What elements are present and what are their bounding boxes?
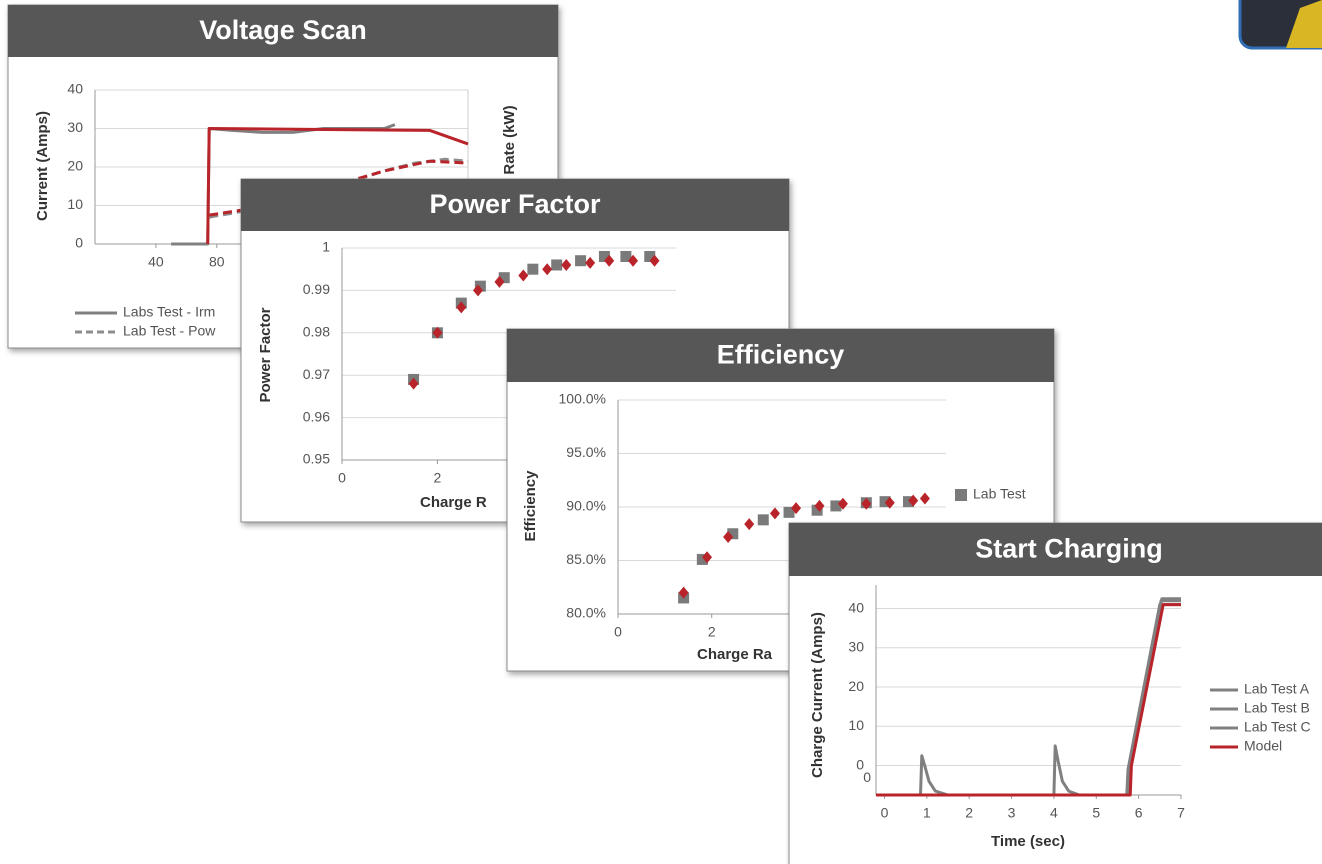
legend-label: Lab Test B (1244, 700, 1310, 716)
y2-axis-label: Rate (kW) (501, 105, 518, 174)
x-tick-label: 3 (1008, 805, 1016, 821)
y-tick-label: 90.0% (566, 498, 606, 514)
x-tick-label: 1 (923, 805, 931, 821)
y2-tick-label: 0 (863, 769, 871, 785)
y-tick-label: 0.99 (303, 281, 330, 297)
y-tick-label: 95.0% (566, 444, 606, 460)
y-tick-label: 40 (67, 81, 83, 97)
x-tick-label: 5 (1092, 805, 1100, 821)
y-tick-label: 0.95 (303, 451, 330, 467)
point (758, 514, 769, 525)
y-tick-label: 85.0% (566, 551, 606, 567)
y-tick-label: 1 (322, 239, 330, 255)
x-tick-label: 4 (1050, 805, 1058, 821)
legend-label: Model (1244, 738, 1282, 754)
x-tick-label: 0 (881, 805, 889, 821)
y-tick-label: 10 (67, 196, 83, 212)
x-axis-label: Charge Ra (697, 646, 773, 663)
x-tick-label: 0 (614, 624, 622, 640)
y-tick-label: 20 (848, 678, 864, 694)
legend-label: Labs Test - Irm (123, 304, 215, 320)
chart-title: Efficiency (717, 340, 845, 370)
point (575, 255, 586, 266)
y-tick-label: 0.98 (303, 324, 330, 340)
y-tick-label: 10 (848, 717, 864, 733)
y-axis-label: Power Factor (257, 307, 274, 402)
y-tick-label: 100.0% (559, 391, 606, 407)
x-axis-label: Time (sec) (991, 833, 1065, 850)
x-tick-label: 2 (434, 470, 442, 486)
y-tick-label: 20 (67, 158, 83, 174)
x-tick-label: 6 (1135, 805, 1143, 821)
chart-title: Power Factor (429, 189, 601, 219)
y-axis-label: Efficiency (522, 470, 539, 542)
point (551, 259, 562, 270)
y-tick-label: 0 (75, 235, 83, 251)
legend-label: Lab Test - Pow (123, 323, 216, 339)
x-tick-label: 0 (338, 470, 346, 486)
x-tick-label: 40 (148, 254, 164, 270)
legend-label: Lab Test A (1244, 681, 1310, 697)
x-tick-label: 7 (1177, 805, 1185, 821)
y-tick-label: 0.97 (303, 366, 330, 382)
chart-title: Start Charging (975, 534, 1163, 564)
legend-label: Lab Test C (1244, 719, 1311, 735)
y-tick-label: 30 (848, 639, 864, 655)
y-tick-label: 30 (67, 119, 83, 135)
x-tick-label: 2 (708, 624, 716, 640)
y-axis-label: Current (Amps) (34, 111, 51, 221)
y-axis-label: Charge Current (Amps) (809, 612, 826, 778)
y-tick-label: 0.96 (303, 408, 330, 424)
y-tick-label: 80.0% (566, 605, 606, 621)
x-axis-label: Charge R (420, 494, 487, 511)
chart-title: Voltage Scan (199, 15, 367, 45)
stage: Voltage Scan0102030404080Current (Amps)R… (0, 0, 1322, 864)
page: {"chart_data": [ {"type": "line", "title… (0, 0, 1322, 864)
legend-label: Lab Test (973, 486, 1026, 502)
point (527, 264, 538, 275)
x-tick-label: 80 (209, 254, 225, 270)
legend-swatch (955, 489, 967, 501)
x-tick-label: 2 (965, 805, 973, 821)
thumbnail (1240, 0, 1322, 48)
y-tick-label: 40 (848, 599, 864, 615)
